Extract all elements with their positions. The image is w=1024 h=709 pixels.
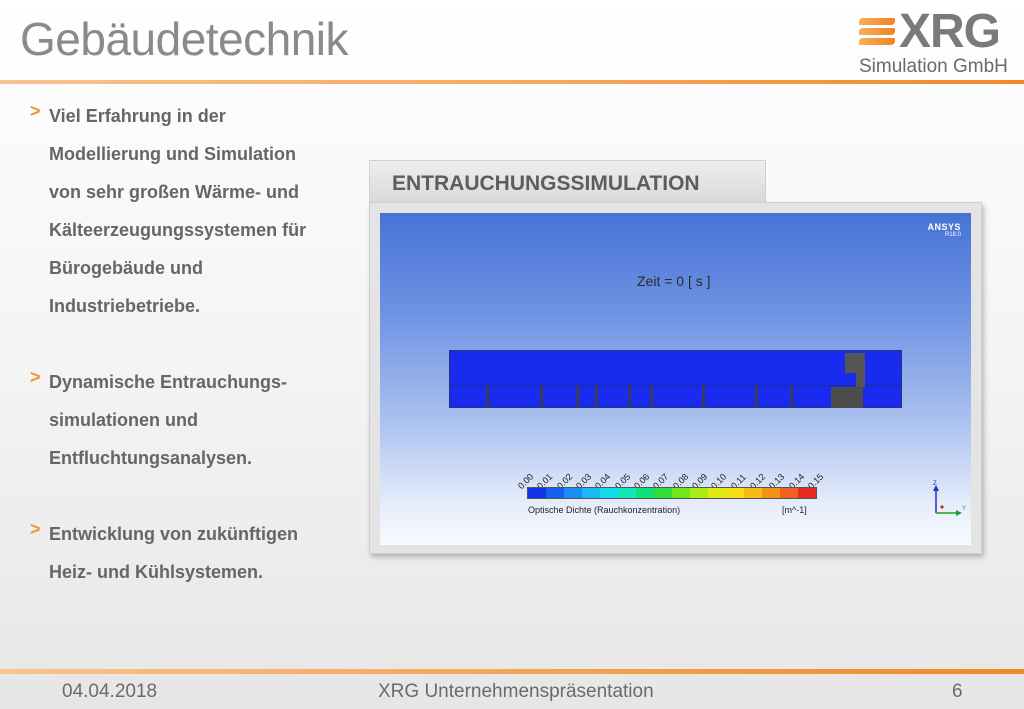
colorbar-segment: [744, 488, 762, 498]
colorbar-segment: [600, 488, 618, 498]
colorbar-segment: [528, 488, 546, 498]
bullet-line: Kälteerzeugungssystemen für: [49, 220, 307, 240]
axis-z-label: Z: [933, 481, 937, 487]
colorbar-segment: [654, 488, 672, 498]
bullet-line: Dynamische Entrauchungs-: [49, 372, 288, 392]
footer-presentation-title: XRG Unternehmenspräsentation: [378, 681, 654, 702]
column: [790, 385, 793, 408]
colorbar: [527, 487, 817, 499]
colorbar-segment: [546, 488, 564, 498]
bullet-arrow-icon: >: [30, 367, 41, 387]
bullet-line: Entfluchtungsanalysen.: [49, 448, 253, 468]
column: [628, 385, 631, 408]
colorbar-segment: [636, 488, 654, 498]
stairwell-shaft: [856, 373, 865, 387]
logo-wordmark: XRG: [899, 5, 1001, 58]
bullet-list: > Viel Erfahrung in der Modellierung und…: [30, 97, 360, 629]
bullet-line: simulationen und: [49, 410, 199, 430]
axis-triad-icon: Z Y: [933, 481, 966, 516]
colorbar-segment: [564, 488, 582, 498]
footer-date: 04.04.2018: [62, 681, 158, 702]
bullet-line: Bürogebäude und: [49, 258, 203, 278]
logo-subtitle: Simulation GmbH: [859, 56, 1008, 77]
bullet-line: von sehr großen Wärme- und: [49, 182, 300, 202]
bullet-line: Heiz- und Kühlsystemen.: [49, 562, 264, 582]
column: [486, 385, 489, 408]
colorbar-unit: [m^-1]: [782, 505, 807, 515]
colorbar-segment: [798, 488, 816, 498]
colorbar-segment: [762, 488, 780, 498]
colorbar-segment: [780, 488, 798, 498]
logo-stripes-icon: [859, 18, 895, 54]
time-label: Zeit = 0 [ s ]: [637, 273, 711, 289]
column: [576, 385, 579, 408]
ansys-badge: ANSYS R18.0: [927, 222, 961, 238]
column: [595, 385, 598, 408]
bullet-line: Viel Erfahrung in der: [49, 106, 226, 126]
footer-divider: [0, 669, 1024, 674]
bullet-item: > Entwicklung von zukünftigen Heiz- und …: [30, 515, 360, 591]
simulation-tab-label: ENTRAUCHUNGSSIMULATION: [392, 172, 700, 195]
colorbar-segment: [726, 488, 744, 498]
column: [540, 385, 543, 408]
floor-line: [450, 385, 901, 386]
bullet-line: Industriebetriebe.: [49, 296, 201, 316]
bullet-item: > Dynamische Entrauchungs- simulationen …: [30, 363, 360, 477]
bullet-line: Entwicklung von zukünftigen: [49, 524, 298, 544]
axis-y-label: Y: [962, 506, 966, 512]
bullet-line: Modellierung und Simulation: [49, 144, 296, 164]
column: [755, 385, 758, 408]
stairwell-lower: [831, 387, 863, 408]
colorbar-title: Optische Dichte (Rauchkonzentration): [528, 505, 681, 515]
bullet-item: > Viel Erfahrung in der Modellierung und…: [30, 97, 360, 325]
header-divider: [0, 80, 1024, 84]
simulation-image: ANSYS R18.0 Zeit = 0 [ s ] 0.00 0.01 0.02 0…: [380, 213, 971, 545]
column: [650, 385, 653, 408]
simulation-tab: ENTRAUCHUNGSSIMULATION: [369, 160, 766, 204]
bullet-arrow-icon: >: [30, 519, 41, 539]
colorbar-segment: [582, 488, 600, 498]
column: [702, 385, 705, 408]
ansys-version: R18.0: [944, 232, 961, 238]
building-cross-section: [449, 350, 902, 408]
company-logo: XRG Simulation GmbH: [855, 5, 1020, 78]
colorbar-segment: [690, 488, 708, 498]
stairwell-upper: [845, 353, 865, 373]
page-number: 6: [952, 681, 963, 702]
colorbar-segment: [618, 488, 636, 498]
bullet-arrow-icon: >: [30, 101, 41, 121]
colorbar-segment: [708, 488, 726, 498]
ansys-brand: ANSYS: [927, 222, 961, 232]
slide-title: Gebäudetechnik: [20, 13, 349, 65]
colorbar-segment: [672, 488, 690, 498]
